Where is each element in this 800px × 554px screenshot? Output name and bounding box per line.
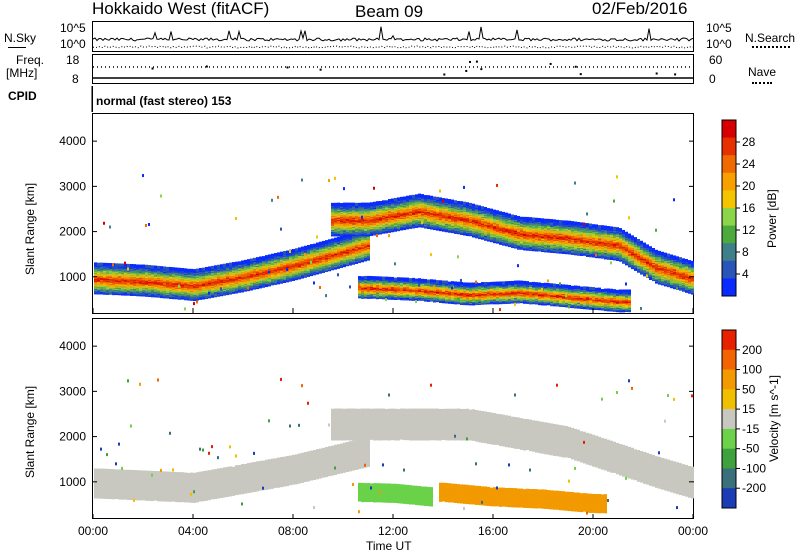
nave-dot: [580, 73, 582, 75]
range-cell: [100, 263, 103, 266]
nsearch-line: [93, 46, 693, 48]
nave-dot: [206, 66, 208, 68]
nave-dot: [480, 68, 482, 70]
nave-dot: [656, 73, 658, 75]
nave-dot: [476, 61, 478, 63]
nave-dot: [575, 66, 577, 68]
nave-dot: [465, 70, 467, 72]
nave-dot: [674, 73, 676, 75]
range-cell: [103, 263, 106, 266]
nave-dot: [443, 74, 445, 76]
range-cell: [97, 263, 100, 266]
nave-dot: [320, 69, 322, 71]
nsky-line: [93, 27, 693, 41]
nave-dot: [469, 61, 471, 63]
range-cell: [94, 262, 97, 265]
noise-trace: [92, 27, 693, 112]
nave-dot: [287, 66, 289, 68]
heatmap-0: [92, 141, 694, 312]
scatter-cell: [103, 222, 105, 225]
chart-canvas: 4000300020001000400030002000100028242016…: [0, 0, 800, 554]
nave-dot: [152, 68, 154, 70]
nave-dot: [550, 63, 552, 65]
